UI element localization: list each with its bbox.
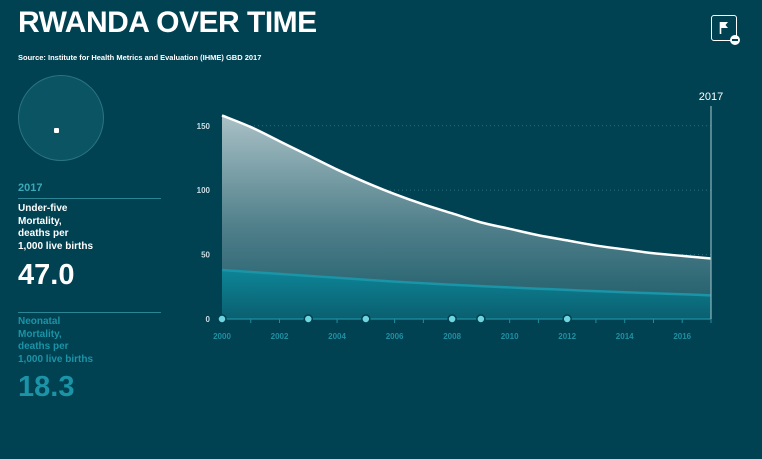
under-five-label-line: Mortality, [18,215,62,227]
event-marker[interactable] [476,314,486,324]
globe-locator-map [18,75,104,161]
neonatal-label-line: 1,000 live births [18,353,94,365]
minus-badge-icon[interactable] [730,35,740,45]
divider [18,312,161,313]
divider [18,198,161,199]
neonatal-area [222,270,711,319]
neonatal-label-line: Neonatal [18,316,61,327]
under-five-label-line: deaths per [18,228,69,239]
flag-button[interactable] [711,15,737,41]
x-tick-label: 2010 [501,332,519,341]
under-five-line [221,114,712,260]
under-five-area [222,115,711,319]
event-marker[interactable] [361,314,371,324]
under-five-label-line: Under-five [18,203,68,214]
event-marker[interactable] [303,314,314,324]
y-tick-label: 150 [197,122,211,131]
neonatal-label-line: Mortality, [18,328,62,340]
x-tick-label: 2004 [328,332,346,341]
event-marker[interactable] [447,314,457,324]
event-marker[interactable] [217,314,227,324]
neonatal-line [221,268,712,297]
x-tick-label: 2016 [673,332,691,341]
neonatal-label: Neonatal Mortality, deaths per 1,000 liv… [18,316,128,366]
selected-year-label: 2017 [699,91,723,103]
x-tick-label: 2002 [271,332,289,341]
y-tick-label: 50 [201,251,210,260]
mortality-chart: 0 50 100 150 2000 2002 2004 2006 2008 2010 2012 201… [197,91,724,341]
under-five-label-line: 1,000 live births [18,240,94,252]
flag-icon [719,22,728,34]
page-title: RWANDA OVER TIME [18,6,317,39]
x-tick-label: 2012 [558,332,576,341]
panel-year: 2017 [18,182,43,194]
x-tick-label: 2008 [443,332,461,341]
y-tick-label: 0 [206,315,211,324]
x-tick-label: 2006 [386,332,404,341]
y-tick-label: 100 [197,186,211,195]
x-tick-label: 2000 [213,332,231,341]
x-tick-label: 2014 [616,332,634,341]
source-note: Source: Institute for Health Metrics and… [18,53,262,62]
neonatal-label-line: deaths per [18,341,69,352]
event-marker[interactable] [562,314,572,324]
rwanda-location-marker [54,128,59,133]
under-five-value: 47.0 [18,259,75,291]
under-five-label: Under-five Mortality, deaths per 1,000 l… [18,203,128,253]
neonatal-value: 18.3 [18,371,75,403]
